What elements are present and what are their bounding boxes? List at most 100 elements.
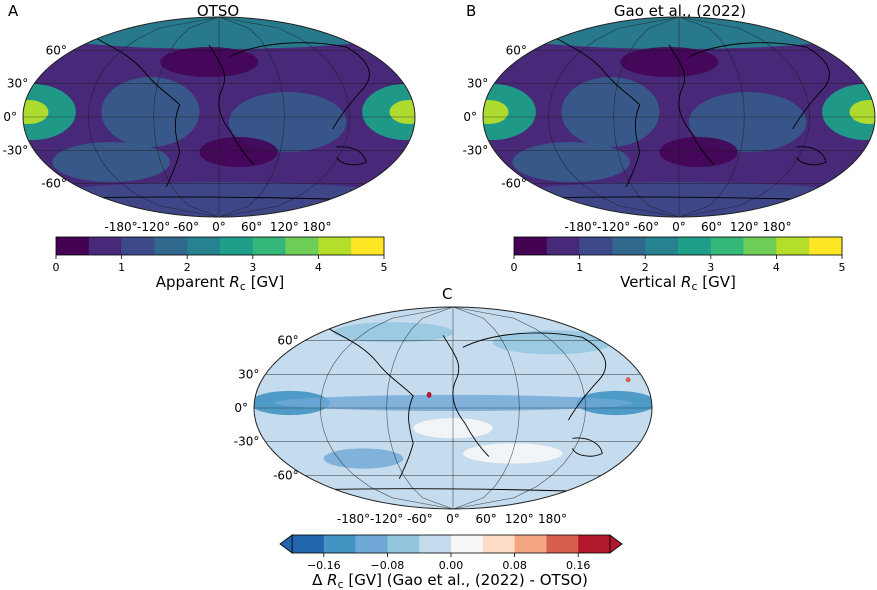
lat-tick-label: 0° (463, 110, 477, 124)
coastline (668, 44, 715, 166)
lon-tick-label: -120° (597, 220, 630, 234)
panel-a-map (22, 16, 416, 218)
lat-tick-label: 30° (7, 77, 28, 91)
lat-tick-label: -60° (273, 468, 299, 482)
panel-a-lon-ticks: -180° -120° -60° 0° 60° 120° 180° (104, 220, 331, 234)
panel-b-lon-ticks: -180° -120° -60° 0° 60° 120° 180° (564, 220, 791, 234)
colorbar-tick-label: 1 (576, 261, 583, 274)
colorbar-segment (355, 535, 388, 553)
lat-tick-label: 60° (277, 334, 298, 348)
south-pacific-field (512, 142, 630, 182)
colorbar-tick-label: −0.08 (371, 559, 405, 572)
meridian-line (547, 17, 680, 217)
colorbar-segment (351, 237, 385, 255)
meridian-line (452, 307, 520, 509)
colorbar-segment (419, 535, 452, 553)
colorbar-tick-label: 1 (118, 261, 125, 274)
colorbar-tick-label: 3 (707, 261, 714, 274)
coastline (336, 146, 367, 166)
asia-field (228, 92, 347, 152)
lon-tick-label: -60° (174, 220, 200, 234)
colorbar-segment (743, 237, 777, 255)
colorbar-tick-label: 0 (511, 261, 518, 274)
meridian-line (386, 307, 454, 509)
south-atlantic-anomaly (199, 137, 278, 167)
colorbar-tick-label: 0.16 (566, 559, 591, 572)
lon-tick-label: -180° (104, 220, 137, 234)
panel-a-colorbar (55, 236, 385, 256)
colorbar-tick-label: 5 (381, 261, 388, 274)
panel-a-colorbar-label: Apparent Rc [GV] (156, 273, 285, 293)
colorbar-segment (579, 237, 613, 255)
coastline (557, 38, 641, 188)
panel-c-letter: C (442, 285, 452, 303)
colorbar-segment (252, 237, 286, 255)
colorbar-segment (323, 535, 356, 553)
lon-tick-label: 120° (505, 512, 534, 526)
panel-c-colorbar-label: Δ Rc [GV] (Gao et al., (2022) - OTSO) (312, 571, 588, 590)
lon-tick-label: 60° (476, 512, 497, 526)
colorbar-tick-label: 2 (184, 261, 191, 274)
americas-field (561, 77, 660, 147)
colorbar-segment (121, 237, 155, 255)
panel-a-lat-ticks: 60° 30° 0° -30° -60° (3, 43, 67, 190)
panel-b-letter: B (466, 2, 476, 20)
lat-tick-label: 60° (506, 43, 527, 57)
panel-b-colorbar-label-sub: c (691, 280, 697, 293)
coastline (796, 146, 827, 166)
colorbar-segment (187, 237, 221, 255)
panel-a-colorbar-label-unit: [GV] (246, 273, 284, 291)
coastline (462, 332, 606, 421)
panel-a-colorbar-label-sub: c (240, 280, 246, 293)
colorbar-frame (55, 236, 385, 256)
lat-tick-label: 30° (238, 367, 259, 381)
lon-tick-label: -180° (337, 512, 370, 526)
lon-tick-label: 60° (241, 220, 262, 234)
indian-neutral (462, 443, 563, 464)
colorbar-segment (154, 237, 188, 255)
panel-a-letter: A (8, 2, 19, 20)
colorbar-segment (387, 535, 420, 553)
lon-tick-label: 180° (303, 220, 332, 234)
south-atlantic-anomaly (659, 137, 738, 167)
colorbar-segment (285, 237, 319, 255)
colorbar-tick-label: 4 (773, 261, 780, 274)
meridian-line (613, 17, 680, 217)
colorbar-tick-label: 5 (839, 261, 846, 274)
panel-b-colorbar-label-unit: [GV] (698, 273, 736, 291)
colorbar-tick-label: 4 (315, 261, 322, 274)
south-pacific-field (323, 448, 404, 469)
colorbar-segment (546, 535, 579, 553)
panel-a-colorbar-label-symbol: R (229, 273, 239, 291)
colorbar-tick-label: 3 (249, 261, 256, 274)
panel-c-colorbar-ticks: −0.16 −0.08 0.00 0.08 0.16 (307, 553, 591, 572)
colorbar-segment (612, 237, 646, 255)
coastline (228, 42, 370, 130)
colorbar-segment (56, 237, 90, 255)
meridian-line (452, 307, 587, 509)
meridian-line (678, 17, 811, 217)
lon-tick-label: 60° (701, 220, 722, 234)
panel-c-lat-ticks: 60° 30° 0° -30° -60° (234, 334, 299, 483)
map-outline (22, 16, 416, 218)
lon-tick-label: 0° (672, 220, 686, 234)
panel-a-colorbar-label-prefix: Apparent (156, 273, 230, 291)
pacific-west-peak (483, 100, 509, 124)
lon-tick-label: -60° (634, 220, 660, 234)
panel-c-lon-ticks: -180° -120° -60° 0° 60° 120° 180° (337, 512, 567, 526)
lon-tick-label: 180° (763, 220, 792, 234)
asia-field (688, 92, 807, 152)
meridian-line (678, 17, 745, 217)
coastline (329, 328, 414, 479)
coastline (688, 42, 830, 130)
colorbar-segment (776, 237, 810, 255)
colorbar-segment (451, 535, 484, 553)
panel-b-colorbar-ticks: 0 1 2 3 4 5 (511, 255, 846, 274)
panel-b-colorbar-label-prefix: Vertical (620, 273, 681, 291)
panel-a-colorbar-ticks: 0 1 2 3 4 5 (53, 255, 388, 274)
lon-tick-label: 180° (538, 512, 567, 526)
coastline (442, 335, 490, 457)
lon-tick-label: -180° (564, 220, 597, 234)
lon-tick-label: -120° (137, 220, 170, 234)
map-outline (482, 16, 876, 218)
